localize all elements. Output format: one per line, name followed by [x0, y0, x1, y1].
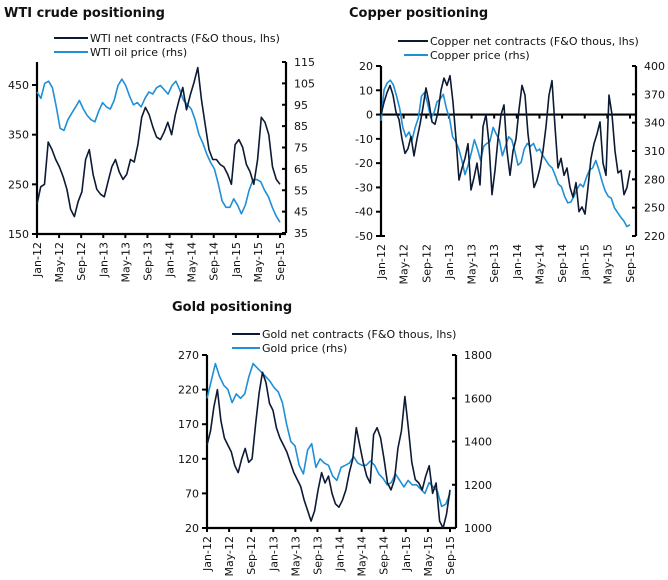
copper-x-tick-label: Jan-15	[579, 244, 592, 280]
wti-right-tick-label: 55	[294, 184, 308, 197]
copper-right-tick-label: 280	[644, 173, 665, 186]
wti-net-series-line	[36, 66, 281, 218]
copper-plot-area: -50 -40 -30 -20 -10 0 10 20 220 250 280 310 340 370 40…	[355, 60, 665, 285]
gold-x-tick-label: Jan-12	[201, 536, 214, 572]
copper-left-tick-label: -20	[355, 157, 373, 170]
gold-x-tick-label: Sep-14	[378, 536, 391, 575]
gold-x-tick-label: Jan-15	[400, 536, 413, 572]
gold-net-series-line	[206, 371, 451, 529]
copper-x-tick-label: May-15	[601, 244, 614, 285]
copper-right-tick-label: 250	[644, 202, 665, 215]
wti-x-tick-label: Jan-12	[31, 242, 44, 278]
wti-chart-title: WTI crude positioning	[4, 6, 165, 21]
copper-x-tick-label: Jan-14	[511, 244, 524, 280]
copper-left-tick-label: -30	[355, 181, 373, 194]
wti-x-tick-label: May-14	[186, 242, 199, 283]
wti-x-tick-label: May-13	[119, 242, 132, 283]
copper-left-tick-label: -10	[355, 133, 373, 146]
gold-x-tick-label: Jan-13	[267, 536, 280, 572]
gold-legend-price-label: Gold price (rhs)	[262, 342, 347, 355]
wti-x-tick-label: Sep-13	[141, 242, 154, 281]
gold-plot-area: 20 70 120 170 220 270 1000 1200 1400 1600 1800 Jan-…	[178, 349, 492, 577]
copper-right-tick-label: 370	[644, 88, 665, 101]
copper-legend-price-label: Copper price (rhs)	[430, 49, 530, 62]
wti-price-series-line	[36, 78, 281, 223]
gold-x-tick-label: Sep-13	[311, 536, 324, 575]
copper-x-tick-label: Sep-15	[624, 244, 637, 283]
copper-x-tick-label: Sep-13	[488, 244, 501, 283]
wti-x-tick-label: Jan-13	[97, 242, 110, 278]
gold-x-tick-label: Sep-15	[444, 536, 457, 575]
copper-right-tick-label: 310	[644, 145, 665, 158]
wti-x-tick-label: May-15	[252, 242, 265, 283]
wti-x-tick-label: Sep-12	[75, 242, 88, 281]
copper-x-tick-label: Jan-12	[375, 244, 388, 280]
gold-price-series-line	[206, 362, 451, 508]
wti-right-tick-label: 85	[294, 120, 308, 133]
wti-left-tick-label: 250	[8, 178, 29, 191]
copper-left-tick-label: -40	[355, 206, 373, 219]
copper-legend-net-label: Copper net contracts (F&O thous, lhs)	[430, 35, 639, 48]
copper-price-series-line	[380, 79, 631, 228]
gold-x-tick-label: May-15	[422, 536, 435, 577]
wti-x-tick-label: Jan-15	[230, 242, 243, 278]
copper-right-tick-label: 220	[644, 230, 665, 243]
gold-chart: Gold positioning Gold net contracts (F&O…	[172, 300, 492, 577]
wti-right-tick-label: 45	[294, 206, 308, 219]
wti-left-tick-label: 350	[8, 129, 29, 142]
copper-left-tick-label: 10	[359, 84, 373, 97]
wti-x-tick-label: Sep-14	[208, 242, 221, 281]
copper-right-tick-label: 400	[644, 60, 665, 73]
copper-left-tick-label: 0	[366, 109, 373, 122]
wti-left-tick-label: 450	[8, 79, 29, 92]
wti-right-tick-label: 115	[294, 56, 315, 69]
copper-right-tick-label: 340	[644, 117, 665, 130]
copper-x-tick-label: May-12	[398, 244, 411, 285]
wti-right-tick-label: 105	[294, 77, 315, 90]
copper-net-series-line	[380, 74, 631, 215]
gold-left-tick-label: 220	[178, 384, 199, 397]
gold-right-tick-label: 1200	[464, 479, 492, 492]
copper-left-tick-label: 20	[359, 60, 373, 73]
copper-chart-title: Copper positioning	[349, 6, 488, 21]
wti-right-tick-label: 75	[294, 142, 308, 155]
wti-right-tick-label: 95	[294, 99, 308, 112]
copper-x-tick-label: May-14	[533, 244, 546, 285]
wti-legend-price-label: WTI oil price (rhs)	[90, 46, 187, 59]
gold-left-tick-label: 170	[178, 418, 199, 431]
gold-legend-net-label: Gold net contracts (F&O thous, lhs)	[262, 328, 456, 341]
gold-left-tick-label: 70	[185, 487, 199, 500]
wti-left-tick-label: 150	[8, 228, 29, 241]
gold-left-tick-label: 120	[178, 453, 199, 466]
gold-x-tick-label: Jan-14	[334, 536, 347, 572]
wti-plot-area: 150 250 350 450 35 45 55 65 75 85 95 105 115 Jan-12 Ma…	[8, 56, 315, 283]
gold-x-tick-label: May-12	[223, 536, 236, 577]
copper-x-tick-label: Jan-13	[443, 244, 456, 280]
copper-left-tick-label: -50	[355, 230, 373, 243]
copper-x-tick-label: Sep-12	[420, 244, 433, 283]
copper-x-tick-label: May-13	[466, 244, 479, 285]
gold-chart-title: Gold positioning	[172, 300, 292, 315]
copper-chart: Copper positioning Copper net contracts …	[349, 6, 665, 285]
gold-right-tick-label: 1000	[464, 522, 492, 535]
wti-right-tick-label: 35	[294, 227, 308, 240]
gold-right-tick-label: 1800	[464, 349, 492, 362]
gold-right-tick-label: 1600	[464, 392, 492, 405]
gold-left-tick-label: 20	[185, 522, 199, 535]
wti-x-tick-label: May-12	[53, 242, 66, 283]
wti-chart: WTI crude positioning WTI net contracts …	[4, 6, 315, 283]
gold-x-tick-label: May-13	[289, 536, 302, 577]
gold-x-tick-label: May-14	[356, 536, 369, 577]
wti-x-tick-label: Jan-14	[164, 242, 177, 278]
gold-x-tick-label: Sep-12	[245, 536, 258, 575]
wti-right-tick-label: 65	[294, 163, 308, 176]
wti-x-tick-label: Sep-15	[274, 242, 287, 281]
gold-left-tick-label: 270	[178, 349, 199, 362]
gold-right-tick-label: 1400	[464, 436, 492, 449]
wti-legend-net-label: WTI net contracts (F&O thous, lhs)	[90, 32, 280, 45]
copper-x-tick-label: Sep-14	[556, 244, 569, 283]
